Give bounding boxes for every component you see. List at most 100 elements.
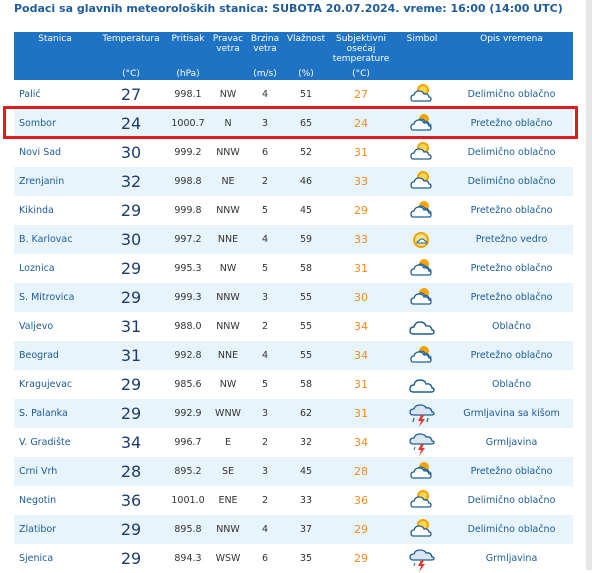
weather-description: Grmljavina sa kišom bbox=[450, 399, 573, 428]
temperature-value: 29 bbox=[96, 196, 166, 225]
column-header: Simbol bbox=[394, 32, 450, 80]
temperature-value: 30 bbox=[96, 225, 166, 254]
pressure-value: 895.8 bbox=[166, 515, 210, 544]
station-name: Zrenjanin bbox=[14, 167, 96, 196]
feels-like-value: 33 bbox=[328, 167, 394, 196]
temperature-value: 32 bbox=[96, 167, 166, 196]
weather-description: Delimično oblačno bbox=[450, 167, 573, 196]
partly-cloudy-icon bbox=[410, 518, 432, 537]
table-row: S. Palanka 29 992.9 WNW 3 62 31 Grmljavina sa k… bbox=[14, 399, 573, 428]
table-row: Novi Sad 30 999.2 NNW 6 52 31 Delimično oblačno bbox=[14, 138, 573, 167]
weather-symbol bbox=[394, 370, 450, 399]
temperature-value: 30 bbox=[96, 138, 166, 167]
column-header-unit: (m/s) bbox=[253, 69, 277, 79]
wind-speed-value: 6 bbox=[246, 544, 284, 573]
wind-direction-value: ENE bbox=[210, 486, 246, 515]
wind-speed-value: 2 bbox=[246, 312, 284, 341]
mostly-clear-icon bbox=[413, 231, 429, 248]
station-name: Beograd bbox=[14, 341, 96, 370]
humidity-value: 35 bbox=[284, 544, 328, 573]
pressure-value: 999.8 bbox=[166, 196, 210, 225]
pressure-value: 988.0 bbox=[166, 312, 210, 341]
weather-description: Pretežno oblačno bbox=[450, 457, 573, 486]
weather-description: Pretežno vedro bbox=[450, 225, 573, 254]
humidity-value: 46 bbox=[284, 167, 328, 196]
temperature-value: 29 bbox=[96, 254, 166, 283]
table-body: Palić 27 998.1 NW 4 51 27 Delimično oblačno Somb… bbox=[14, 80, 573, 573]
column-header: Temperatura (°C) bbox=[96, 32, 166, 80]
table-row: Zrenjanin 32 998.8 NE 2 46 33 Delimično oblačno bbox=[14, 167, 573, 196]
station-name: Crni Vrh bbox=[14, 457, 96, 486]
weather-description: Pretežno oblačno bbox=[450, 254, 573, 283]
pressure-value: 985.6 bbox=[166, 370, 210, 399]
mostly-cloudy-icon bbox=[410, 345, 432, 363]
temperature-value: 29 bbox=[96, 544, 166, 573]
wind-direction-value: SE bbox=[210, 457, 246, 486]
partly-cloudy-icon bbox=[410, 489, 432, 508]
wind-direction-value: WSW bbox=[210, 544, 246, 573]
wind-speed-value: 3 bbox=[246, 283, 284, 312]
station-name: Sombor bbox=[14, 109, 96, 138]
station-name: Sjenica bbox=[14, 544, 96, 573]
humidity-value: 55 bbox=[284, 341, 328, 370]
humidity-value: 45 bbox=[284, 196, 328, 225]
table-row: Palić 27 998.1 NW 4 51 27 Delimično oblačno bbox=[14, 80, 573, 109]
humidity-value: 55 bbox=[284, 283, 328, 312]
weather-symbol bbox=[394, 109, 450, 138]
pressure-value: 895.2 bbox=[166, 457, 210, 486]
feels-like-value: 29 bbox=[328, 515, 394, 544]
weather-symbol bbox=[394, 399, 450, 428]
mostly-cloudy-icon bbox=[410, 113, 432, 131]
table-row: Valjevo 31 988.0 NNW 2 55 34 Oblačno bbox=[14, 312, 573, 341]
humidity-value: 51 bbox=[284, 80, 328, 109]
weather-symbol bbox=[394, 225, 450, 254]
wind-direction-value: NNW bbox=[210, 138, 246, 167]
thunderstorm-icon bbox=[409, 432, 435, 456]
feels-like-value: 34 bbox=[328, 312, 394, 341]
pressure-value: 997.2 bbox=[166, 225, 210, 254]
partly-cloudy-icon bbox=[410, 83, 432, 102]
station-name: Palić bbox=[14, 80, 96, 109]
weather-table: Stanica Temperatura (°C) Pritisak (hPa) Prava… bbox=[14, 32, 573, 573]
wind-speed-value: 4 bbox=[246, 80, 284, 109]
scrollbar[interactable] bbox=[586, 0, 592, 570]
weather-description: Oblačno bbox=[450, 312, 573, 341]
station-name: B. Karlovac bbox=[14, 225, 96, 254]
column-header: Subjektivni osećaj temperature (°C) bbox=[328, 32, 394, 80]
table-row: Negotin 36 1001.0 ENE 2 33 36 Delimično oblačno bbox=[14, 486, 573, 515]
station-name: Kragujevac bbox=[14, 370, 96, 399]
column-header-unit: (%) bbox=[298, 69, 314, 79]
table-row: B. Karlovac 30 997.2 NNE 4 59 33 Pretežno vedro bbox=[14, 225, 573, 254]
wind-speed-value: 6 bbox=[246, 138, 284, 167]
weather-description: Pretežno oblačno bbox=[450, 341, 573, 370]
temperature-value: 29 bbox=[96, 515, 166, 544]
wind-direction-value: E bbox=[210, 428, 246, 457]
table-row: Loznica 29 995.3 NW 5 58 31 Pretežno oblačno bbox=[14, 254, 573, 283]
pressure-value: 996.7 bbox=[166, 428, 210, 457]
station-name: Valjevo bbox=[14, 312, 96, 341]
feels-like-value: 29 bbox=[328, 196, 394, 225]
wind-speed-value: 4 bbox=[246, 341, 284, 370]
feels-like-value: 29 bbox=[328, 544, 394, 573]
column-header: Brzina vetra (m/s) bbox=[246, 32, 284, 80]
wind-speed-value: 3 bbox=[246, 109, 284, 138]
humidity-value: 37 bbox=[284, 515, 328, 544]
temperature-value: 29 bbox=[96, 283, 166, 312]
weather-symbol bbox=[394, 312, 450, 341]
weather-symbol bbox=[394, 80, 450, 109]
wind-direction-value: NW bbox=[210, 370, 246, 399]
pressure-value: 998.8 bbox=[166, 167, 210, 196]
station-name: Kikinda bbox=[14, 196, 96, 225]
thunderstorm-rain-icon bbox=[409, 403, 435, 427]
humidity-value: 62 bbox=[284, 399, 328, 428]
station-name: Negotin bbox=[14, 486, 96, 515]
humidity-value: 58 bbox=[284, 254, 328, 283]
weather-description: Grmljavina bbox=[450, 428, 573, 457]
partly-cloudy-icon bbox=[410, 141, 432, 160]
column-header: Vlažnost (%) bbox=[284, 32, 328, 80]
wind-speed-value: 4 bbox=[246, 225, 284, 254]
column-header-label: Stanica bbox=[38, 34, 72, 44]
wind-speed-value: 4 bbox=[246, 515, 284, 544]
weather-description: Pretežno oblačno bbox=[450, 109, 573, 138]
column-header: Opis vremena bbox=[450, 32, 573, 80]
